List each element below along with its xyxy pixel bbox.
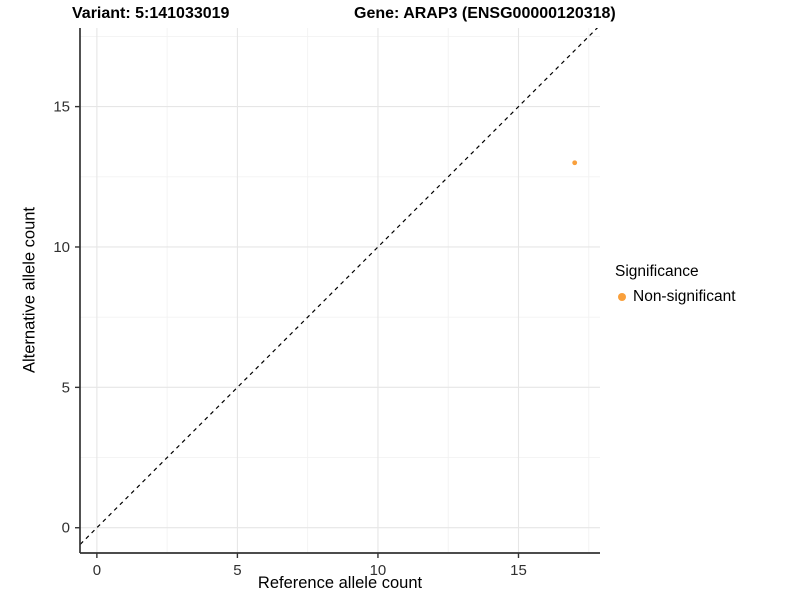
gridlines-major <box>80 28 600 553</box>
plot-title-variant: Variant: 5:141033019 <box>72 5 230 22</box>
y-tick-label: 0 <box>62 520 70 537</box>
x-tick-label: 0 <box>93 562 101 579</box>
legend-item: Non-significant <box>615 288 736 306</box>
axes <box>75 28 600 558</box>
data-points <box>572 160 578 166</box>
legend-item-label: Non-significant <box>633 288 736 305</box>
plot-title-gene: Gene: ARAP3 (ENSG00000120318) <box>354 5 616 22</box>
y-axis-title: Alternative allele count <box>20 206 39 374</box>
y-tick-label: 15 <box>53 99 70 116</box>
identity-line-group <box>80 28 599 546</box>
data-point <box>572 160 578 166</box>
legend-point-icon <box>618 293 626 301</box>
x-tick-label: 5 <box>233 562 241 579</box>
legend: Significance Non-significant <box>615 263 736 306</box>
tick-labels: 0 5 10 15 0 5 10 15 <box>53 99 527 579</box>
y-tick-label: 10 <box>53 239 70 256</box>
legend-title: Significance <box>615 263 699 280</box>
x-axis-title: Reference allele count <box>257 574 423 592</box>
y-tick-label: 5 <box>62 379 70 396</box>
x-tick-label: 15 <box>510 562 527 579</box>
x-tick-label: 10 <box>370 562 387 579</box>
identity-dashed-line <box>80 28 599 546</box>
